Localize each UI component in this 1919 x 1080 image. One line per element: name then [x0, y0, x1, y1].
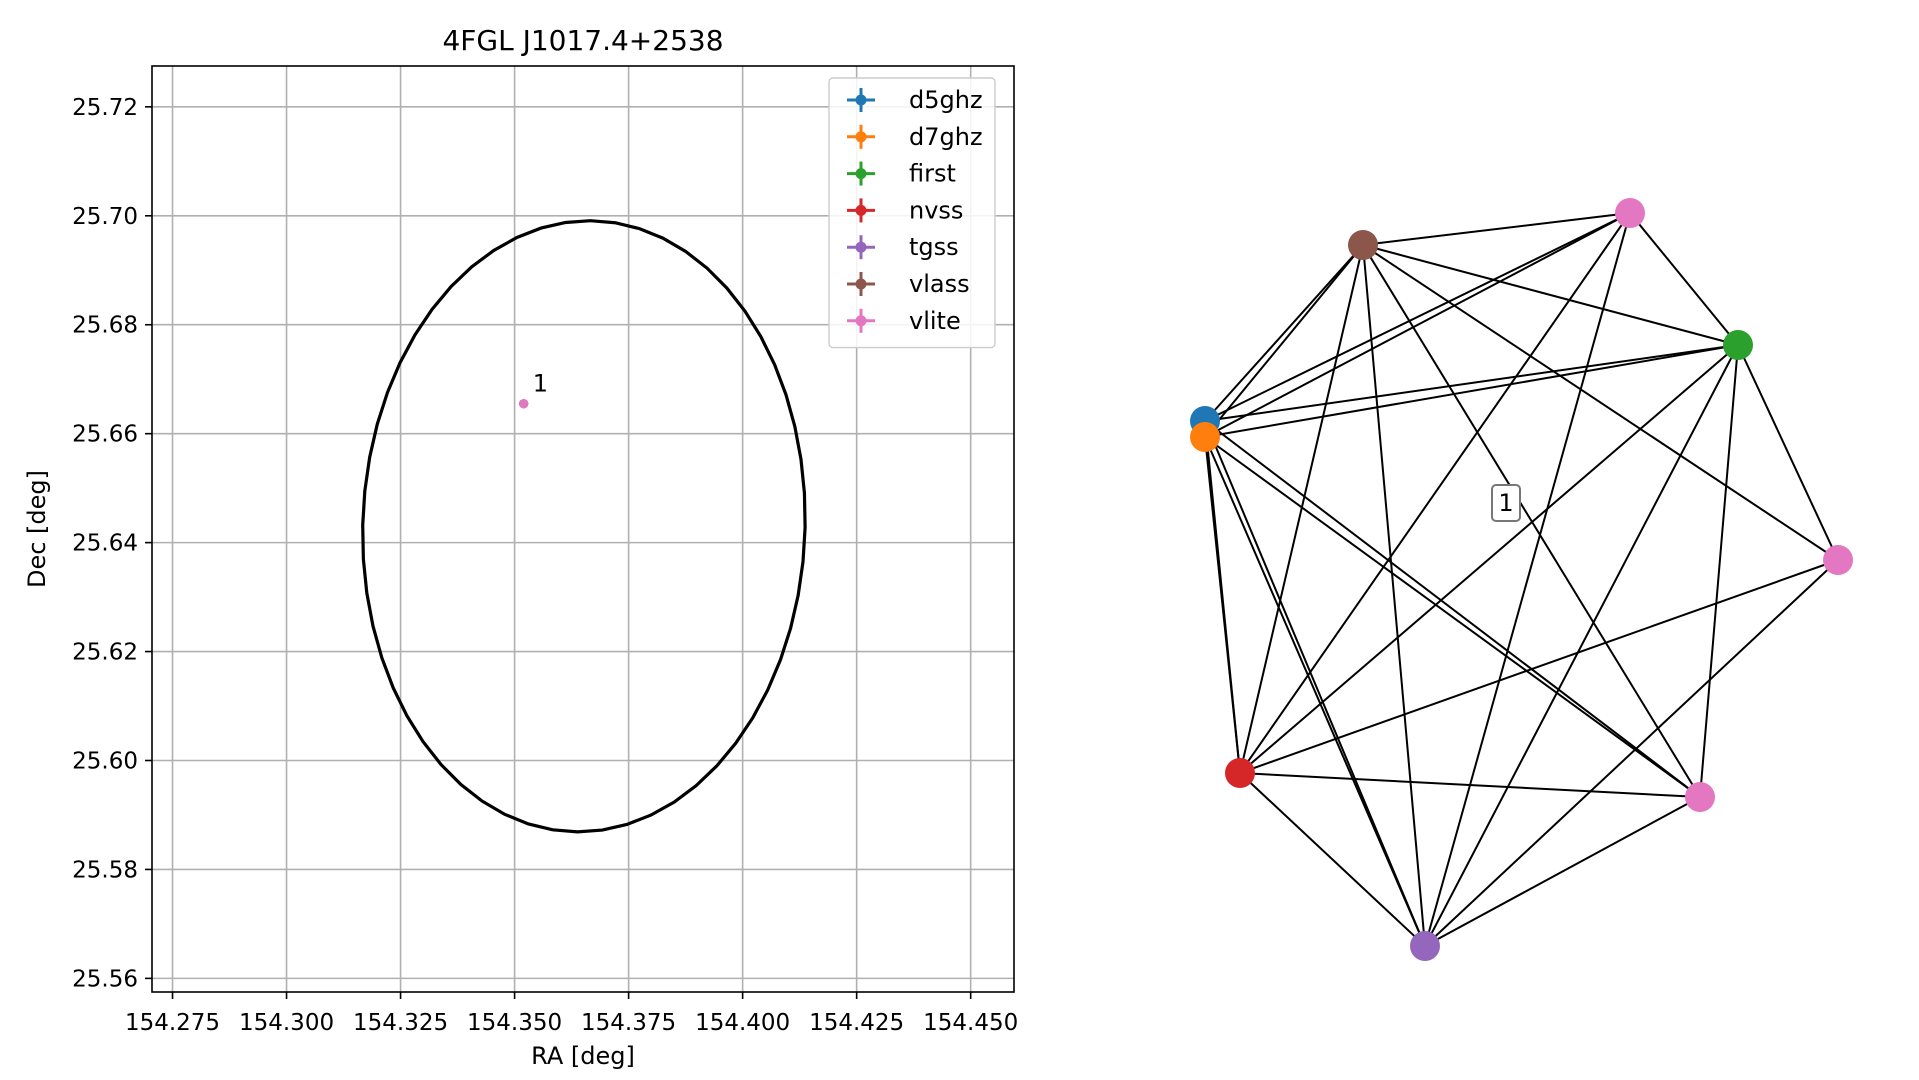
- graph-edge: [1204, 344, 1739, 438]
- legend-item-first: first: [847, 160, 956, 188]
- graph-edges: [1204, 212, 1839, 947]
- graph-edge: [1424, 212, 1631, 947]
- y-tick-label: 25.60: [72, 749, 138, 775]
- legend-item-d7ghz: d7ghz: [847, 123, 983, 151]
- legend-label: d5ghz: [909, 86, 983, 114]
- graph-edge: [1204, 244, 1364, 422]
- network-graph: 1: [1190, 198, 1853, 961]
- legend-marker-dot: [855, 168, 867, 180]
- x-tick-label: 154.375: [581, 1010, 676, 1036]
- graph-edge: [1362, 212, 1631, 246]
- confidence-ellipse: [361, 219, 807, 834]
- point-annotation: 1: [533, 370, 548, 398]
- legend-marker-dot: [855, 315, 867, 327]
- graph-edge: [1204, 436, 1426, 947]
- legend-box: [828, 77, 996, 349]
- graph-edge: [1204, 244, 1364, 438]
- graph-node-vlite: [1615, 198, 1645, 228]
- graph-edge: [1204, 436, 1701, 798]
- graph-group-label-box: [1491, 484, 1521, 522]
- legend-item-vlite: vlite: [847, 307, 961, 335]
- legend-label: nvss: [909, 196, 963, 224]
- graph-edge: [1204, 212, 1631, 422]
- y-tick-label: 25.66: [72, 422, 138, 448]
- legend-label: first: [909, 160, 956, 188]
- x-tick-label: 154.400: [695, 1010, 790, 1036]
- graph-node-vlite: [1685, 782, 1715, 812]
- graph-node-vlass: [1348, 230, 1378, 260]
- graph-edge: [1239, 559, 1839, 774]
- graph-edge: [1629, 212, 1739, 346]
- point-vlite: [519, 399, 529, 409]
- source-points: [519, 399, 529, 409]
- graph-edge: [1699, 344, 1739, 798]
- chart-title: 4FGL J1017.4+2538: [442, 24, 723, 57]
- grid: [152, 66, 1014, 992]
- graph-node-d7ghz: [1190, 422, 1220, 452]
- graph-edge: [1239, 772, 1426, 947]
- y-axis-ticks: 25.56 25.58 25.60 25.62 25.64 25.66 25.68 25.70…: [72, 95, 152, 992]
- y-tick-label: 25.62: [72, 640, 138, 666]
- graph-edge: [1239, 344, 1739, 774]
- y-tick-label: 25.64: [72, 531, 138, 557]
- legend-label: vlite: [909, 307, 961, 335]
- graph-edge: [1204, 436, 1241, 774]
- graph-node-tgss: [1410, 931, 1440, 961]
- legend-item-vlass: vlass: [847, 270, 970, 298]
- graph-edge: [1362, 244, 1701, 798]
- graph-group-label-text: 1: [1498, 489, 1513, 517]
- y-tick-label: 25.68: [72, 313, 138, 339]
- x-tick-label: 154.450: [923, 1010, 1018, 1036]
- graph-edge: [1204, 212, 1631, 438]
- y-tick-label: 25.72: [72, 95, 138, 121]
- y-axis-label: Dec [deg]: [23, 470, 51, 588]
- x-axis-ticks: 154.275 154.300 154.325 154.350 154.375 154.4…: [125, 992, 1018, 1036]
- legend-marker-dot: [855, 278, 867, 290]
- graph-edge: [1737, 344, 1839, 561]
- legend-marker-dot: [855, 241, 867, 253]
- legend-item-tgss: tgss: [847, 233, 959, 261]
- legend: d5ghz d7ghz first nvss tgss vlass vlite: [828, 77, 996, 349]
- scatter-panel: 1 154.275 154.300 154.325 154.350 154.375 154…: [23, 24, 1018, 1070]
- legend-marker-dot: [855, 94, 867, 106]
- x-tick-label: 154.350: [467, 1010, 562, 1036]
- axes-frame: [151, 65, 1015, 993]
- x-tick-label: 154.325: [353, 1010, 448, 1036]
- y-tick-label: 25.58: [72, 857, 138, 883]
- legend-marker-dot: [855, 204, 867, 216]
- y-tick-label: 25.70: [72, 204, 138, 230]
- legend-label: d7ghz: [909, 123, 983, 151]
- graph-edge: [1239, 212, 1631, 774]
- graph-edge: [1204, 420, 1701, 798]
- graph-edge: [1424, 796, 1701, 947]
- x-tick-label: 154.275: [125, 1010, 220, 1036]
- legend-label: vlass: [909, 270, 970, 298]
- x-tick-label: 154.300: [239, 1010, 334, 1036]
- legend-label: tgss: [909, 233, 959, 261]
- graph-node-vlite: [1823, 545, 1853, 575]
- legend-items: d5ghz d7ghz first nvss tgss vlass vlite: [847, 86, 983, 335]
- graph-edge: [1424, 344, 1739, 947]
- graph-nodes: [1190, 198, 1853, 961]
- x-axis-label: RA [deg]: [531, 1042, 635, 1070]
- graph-node-nvss: [1225, 758, 1255, 788]
- legend-marker-dot: [855, 131, 867, 143]
- graph-group-label: 1: [1491, 484, 1521, 522]
- legend-item-nvss: nvss: [847, 196, 963, 224]
- graph-node-first: [1723, 330, 1753, 360]
- point-marker: [519, 399, 529, 409]
- graph-edge: [1424, 559, 1839, 947]
- graph-edge: [1362, 244, 1739, 346]
- legend-item-d5ghz: d5ghz: [847, 86, 983, 114]
- graph-edge: [1204, 420, 1426, 947]
- graph-edge: [1204, 344, 1739, 422]
- x-tick-label: 154.425: [809, 1010, 904, 1036]
- graph-edge: [1239, 244, 1364, 774]
- y-tick-label: 25.56: [72, 966, 138, 992]
- graph-edge: [1362, 244, 1839, 561]
- graph-edge: [1362, 244, 1426, 947]
